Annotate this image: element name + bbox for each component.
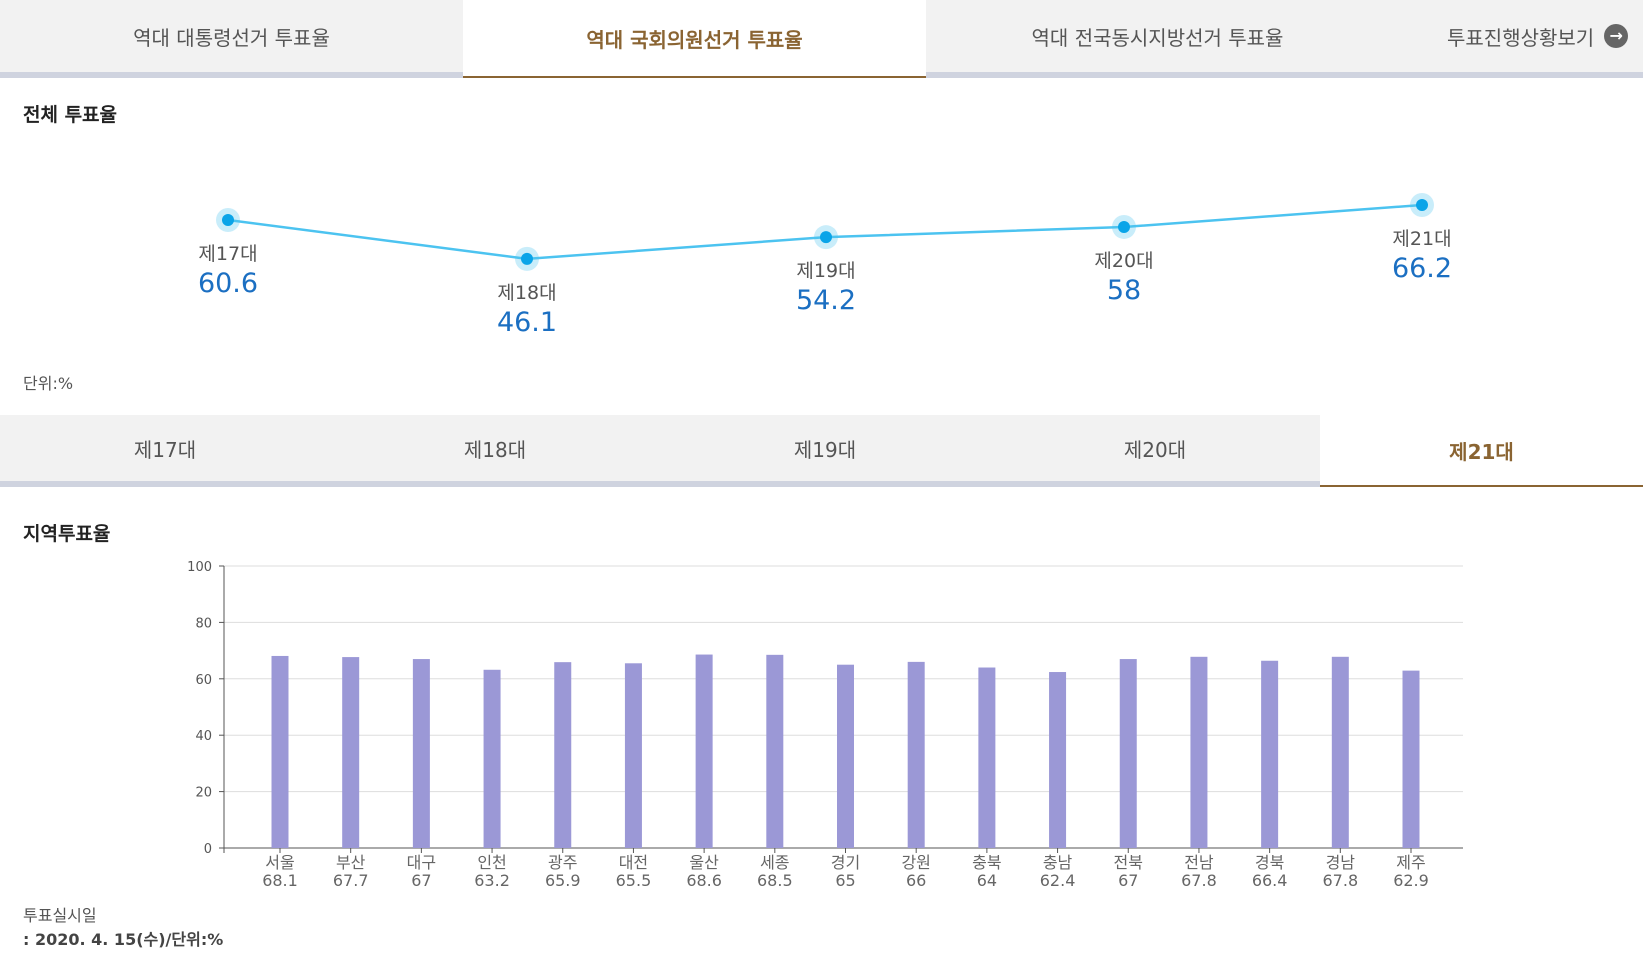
point-label: 제21대 — [1392, 228, 1451, 250]
x-value-label: 67 — [411, 871, 431, 890]
x-category-label: 전남 — [1184, 853, 1214, 872]
y-tick-label: 20 — [195, 786, 212, 801]
x-value-label: 68.6 — [686, 871, 722, 890]
point-label: 제17대 — [198, 243, 257, 265]
bar — [766, 654, 784, 848]
x-value-label: 67 — [1118, 871, 1138, 890]
x-category-label: 충남 — [1043, 853, 1073, 872]
overall-turnout-line-chart: 제17대 60.6 제18대 46.1 제19대 54.2 제20대 58 제21대 66.2 — [198, 192, 1452, 338]
data-point — [820, 231, 832, 244]
point-label: 제20대 — [1094, 250, 1153, 272]
bar — [342, 657, 360, 848]
x-value-label: 67.8 — [1323, 871, 1359, 890]
bar — [695, 654, 713, 848]
bar — [1119, 659, 1137, 848]
y-tick-label: 60 — [195, 673, 212, 688]
tab-21st[interactable]: 제21대 — [1320, 415, 1643, 487]
bar — [1049, 672, 1067, 848]
x-value-label: 62.9 — [1393, 871, 1429, 890]
x-value-label: 65 — [835, 871, 855, 890]
overall-turnout-title: 전체 투표율 — [23, 104, 118, 126]
bar — [271, 655, 289, 848]
bar — [412, 659, 430, 848]
election-number-tabs: 제17대 제18대 제19대 제20대 제21대 — [0, 415, 1643, 487]
x-category-label: 부산 — [336, 853, 366, 872]
x-value-label: 64 — [977, 871, 997, 890]
y-tick-label: 40 — [195, 729, 212, 744]
x-value-label: 62.4 — [1040, 871, 1076, 890]
x-category-label: 인천 — [477, 853, 506, 872]
y-tick-label: 80 — [195, 616, 212, 631]
x-value-label: 68.5 — [757, 871, 793, 890]
point-value: 66.2 — [1392, 253, 1452, 284]
x-category-label: 경남 — [1326, 853, 1356, 872]
voting-date-label: 투표실시일 — [23, 906, 97, 925]
x-category-label: 경기 — [831, 853, 860, 872]
y-tick-label: 0 — [204, 842, 212, 857]
point-value: 54.2 — [796, 285, 856, 316]
tab-17th[interactable]: 제17대 — [133, 437, 197, 462]
point-value: 58 — [1107, 275, 1141, 306]
x-category-label: 경북 — [1255, 853, 1284, 872]
point-value: 60.6 — [198, 268, 258, 299]
point-label: 제19대 — [796, 260, 855, 282]
x-value-label: 67.7 — [333, 871, 369, 890]
unit-label: 단위:% — [23, 374, 74, 393]
x-value-label: 63.2 — [474, 871, 510, 890]
voting-date-value: : 2020. 4. 15(수)/단위:% — [23, 930, 224, 949]
x-category-label: 세종 — [760, 853, 789, 872]
x-category-label: 강원 — [901, 853, 930, 872]
x-value-label: 66 — [906, 871, 926, 890]
data-point — [1416, 198, 1428, 211]
election-type-tabs: 역대 대통령선거 투표율 역대 국회의원선거 투표율 역대 전국동시지방선거 투… — [0, 0, 1643, 78]
bar — [1261, 660, 1279, 848]
tab-local-election[interactable]: 역대 전국동시지방선거 투표율 — [1031, 25, 1284, 50]
point-label: 제18대 — [497, 282, 556, 304]
data-point — [1118, 220, 1130, 233]
x-category-label: 대구 — [407, 853, 436, 872]
regional-turnout-bar-chart: 020406080100서울68.1부산67.7대구67인천63.2광주65.9… — [187, 560, 1463, 890]
bar — [907, 661, 925, 848]
x-category-label: 전북 — [1114, 853, 1143, 872]
x-category-label: 울산 — [689, 853, 719, 872]
bar — [554, 662, 572, 848]
data-point — [222, 214, 234, 226]
bar — [837, 664, 854, 848]
regional-turnout-title: 지역투표율 — [23, 523, 111, 545]
x-value-label: 65.9 — [545, 871, 581, 890]
voting-progress-label: 투표진행상황보기 — [1447, 25, 1595, 50]
x-value-label: 65.5 — [616, 871, 652, 890]
arrow-right-circle-icon: → — [1604, 24, 1629, 48]
bar — [1331, 656, 1349, 848]
tab-19th[interactable]: 제19대 — [793, 437, 857, 462]
bar — [624, 663, 642, 848]
bar — [978, 667, 996, 848]
x-category-label: 서울 — [265, 853, 294, 872]
x-category-label: 대전 — [619, 853, 648, 872]
x-category-label: 광주 — [548, 853, 577, 872]
tab-18th[interactable]: 제18대 — [463, 437, 527, 462]
x-category-label: 충북 — [972, 853, 1001, 872]
bar — [1190, 656, 1208, 848]
point-value: 46.1 — [497, 307, 557, 338]
x-value-label: 68.1 — [262, 871, 298, 890]
tab-presidential[interactable]: 역대 대통령선거 투표율 — [133, 25, 330, 50]
data-point — [521, 252, 533, 265]
x-category-label: 제주 — [1396, 853, 1425, 872]
bar — [1402, 670, 1420, 848]
y-tick-label: 100 — [187, 560, 212, 575]
x-value-label: 66.4 — [1252, 871, 1288, 890]
tab-national-assembly[interactable]: 역대 국회의원선거 투표율 — [463, 0, 926, 78]
tab-20th[interactable]: 제20대 — [1123, 437, 1187, 462]
x-value-label: 67.8 — [1181, 871, 1217, 890]
bar — [483, 669, 501, 848]
tab-voting-progress[interactable]: 투표진행상황보기 → — [1389, 0, 1643, 72]
